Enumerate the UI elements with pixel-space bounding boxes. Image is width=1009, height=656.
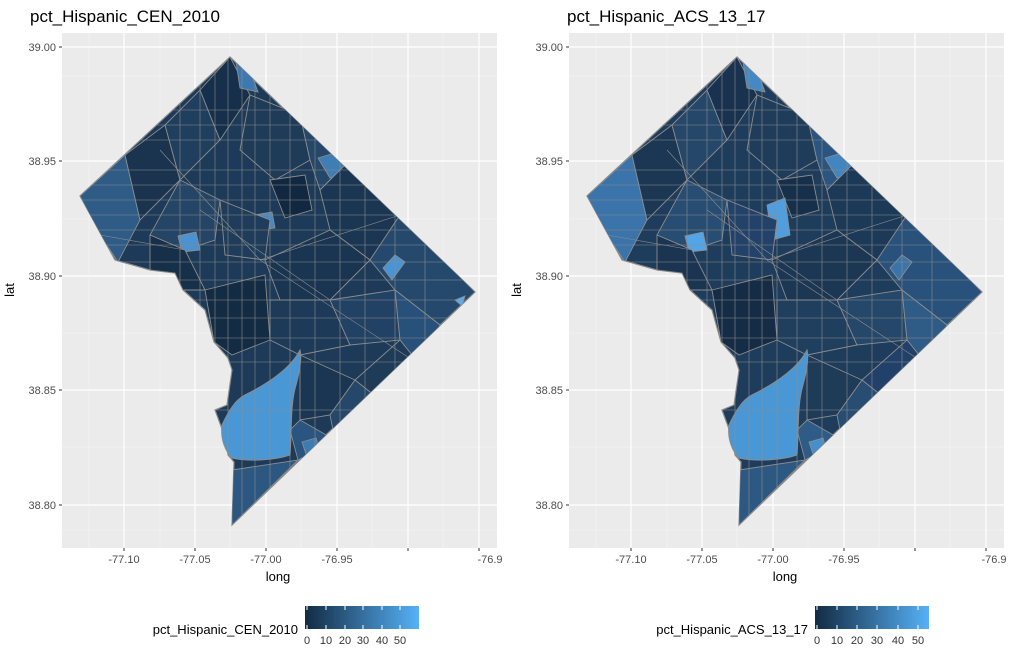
legend-tick-label: 0 [814, 635, 820, 647]
y-tick-label: 38.90 [535, 271, 563, 283]
y-tick-label: 38.80 [28, 500, 56, 512]
x-tick-label: -76.95 [321, 554, 352, 566]
panel-title: pct_Hispanic_ACS_13_17 [567, 7, 765, 26]
x-axis-title: long [266, 569, 291, 584]
y-tick-label: 38.95 [28, 156, 56, 168]
river-tract [221, 348, 302, 461]
y-tick-label: 38.90 [28, 271, 56, 283]
legend-tick-label: 50 [394, 635, 406, 647]
y-axis: 38.80 38.85 38.90 38.95 39.00 [28, 42, 62, 512]
y-tick-label: 38.85 [535, 385, 563, 397]
district-map [79, 56, 476, 527]
legend-tick-label: 20 [851, 635, 863, 647]
panel-title: pct_Hispanic_CEN_2010 [30, 7, 220, 26]
legend-title: pct_Hispanic_CEN_2010 [153, 622, 298, 637]
x-tick-label: -76.95 [828, 554, 859, 566]
legend-ticks [816, 606, 919, 629]
y-axis-title: lat [2, 283, 17, 297]
census-tract [776, 174, 820, 219]
census-tract [269, 174, 313, 219]
x-axis-title: long [773, 569, 798, 584]
y-tick-label: 39.00 [28, 42, 56, 54]
y-tick-label: 38.80 [535, 500, 563, 512]
x-tick-label: -77.00 [250, 554, 281, 566]
y-tick-label: 38.95 [535, 156, 563, 168]
legend-tick-label: 20 [339, 635, 351, 647]
x-tick-label: -77.10 [615, 554, 646, 566]
legend-tick-label: 30 [357, 635, 369, 647]
map-panel-1: pct_Hispanic_CEN_2010 [2, 7, 503, 647]
legend-colorbar [305, 606, 419, 629]
legend-ticks [306, 606, 401, 629]
x-tick-label: -77.05 [686, 554, 717, 566]
legend-colorbar [815, 606, 929, 629]
x-tick-label: -76.9 [477, 554, 502, 566]
legend-tick-label: 40 [376, 635, 388, 647]
map-panel-2: pct_Hispanic_ACS_13_17 [509, 7, 1007, 647]
legend-tick-label: 10 [831, 635, 843, 647]
legend-title: pct_Hispanic_ACS_13_17 [656, 622, 808, 637]
y-axis: 38.80 38.85 38.90 38.95 39.00 [535, 42, 569, 512]
legend-tick-label: 50 [912, 635, 924, 647]
x-tick-label: -77.00 [757, 554, 788, 566]
x-axis: -77.10 -77.05 -77.00 -76.95 -76.9 [108, 548, 503, 566]
x-tick-label: -77.05 [179, 554, 210, 566]
x-tick-label: -77.10 [108, 554, 139, 566]
legend-tick-label: 40 [892, 635, 904, 647]
colorbar-legend: pct_Hispanic_CEN_2010 0 10 20 30 40 50 [153, 606, 419, 647]
x-axis: -77.10 -77.05 -77.00 -76.95 -76.9 [615, 548, 1007, 566]
colorbar-legend: pct_Hispanic_ACS_13_17 0 10 20 30 40 5 [656, 606, 929, 647]
y-tick-label: 39.00 [535, 42, 563, 54]
census-tract [454, 295, 466, 307]
x-tick-label: -76.9 [981, 554, 1006, 566]
y-tick-label: 38.85 [28, 385, 56, 397]
river-tract [728, 348, 809, 461]
legend-tick-label: 0 [304, 635, 310, 647]
legend-tick-label: 10 [320, 635, 332, 647]
y-axis-title: lat [509, 283, 524, 297]
legend-tick-label: 30 [871, 635, 883, 647]
